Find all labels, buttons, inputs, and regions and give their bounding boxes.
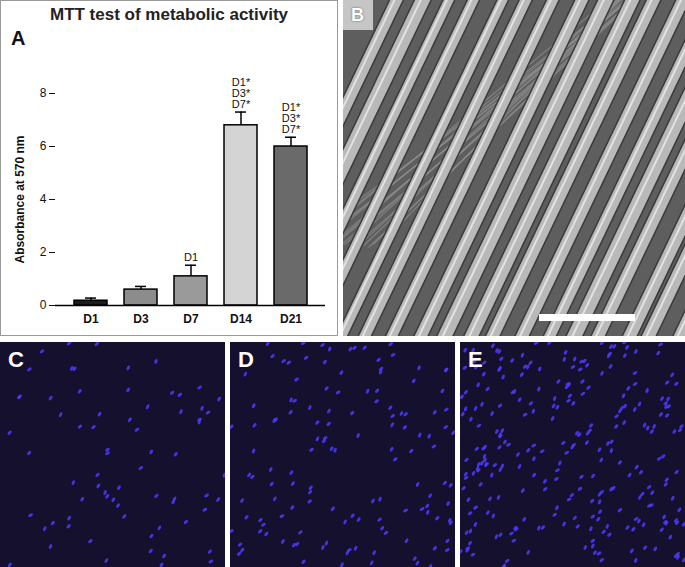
svg-text:D1*D3*D7*: D1*D3*D7* — [282, 101, 301, 135]
svg-text:4: 4 — [40, 192, 47, 206]
svg-text:D3: D3 — [133, 312, 149, 326]
html-text:E: E — [468, 347, 483, 372]
html-text:MTT test of metabolic activity: MTT test of metabolic activity — [50, 5, 288, 24]
svg-text:6: 6 — [40, 139, 47, 153]
html-text:D: D — [238, 347, 254, 372]
html-text:C: C — [8, 347, 24, 372]
svg-text:0: 0 — [40, 298, 47, 312]
svg-text:D1*D3*D7*: D1*D3*D7* — [232, 76, 251, 110]
svg-text:D1: D1 — [184, 251, 198, 263]
svg-text:D1: D1 — [83, 312, 99, 326]
html-text:B: B — [351, 5, 364, 25]
svg-text:Absorbance at 570 nm: Absorbance at 570 nm — [13, 135, 27, 263]
svg-text:2: 2 — [40, 245, 47, 259]
svg-text:D7: D7 — [183, 312, 199, 326]
svg-text:8: 8 — [40, 86, 47, 100]
html-text:A: A — [11, 27, 26, 49]
svg-text:D14: D14 — [230, 312, 252, 326]
svg-text:D21: D21 — [280, 312, 302, 326]
